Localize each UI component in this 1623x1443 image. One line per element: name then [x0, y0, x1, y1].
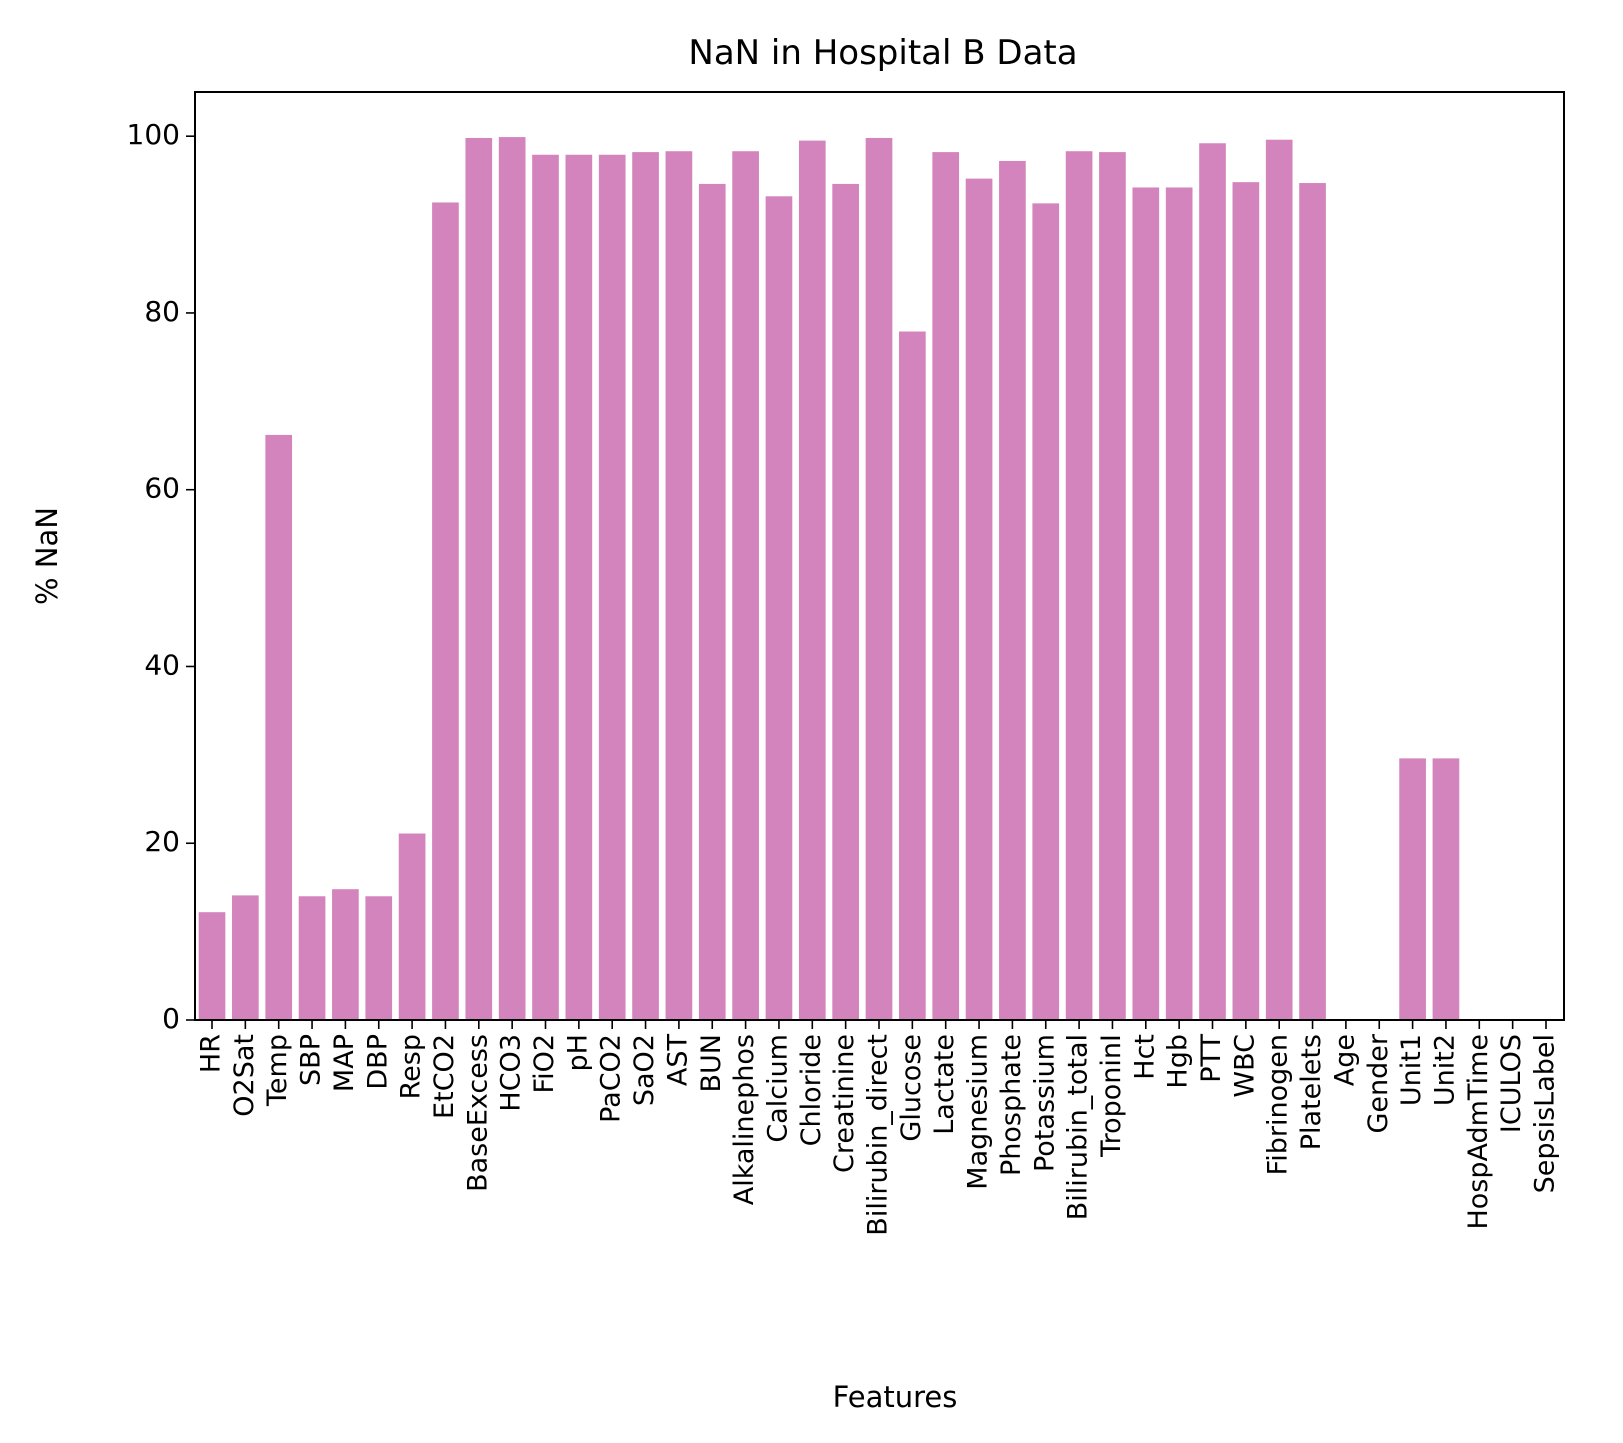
bar-ph — [565, 154, 593, 1020]
x-tick-label: PTT — [1196, 1033, 1227, 1082]
bar-baseexcess — [465, 137, 493, 1020]
chart-title: NaN in Hospital B Data — [688, 33, 1077, 73]
x-tick-label: AST — [662, 1034, 693, 1087]
x-tick-label: Creatinine — [829, 1034, 860, 1173]
x-axis: HR O2Sat Temp SBP MAP DBP Resp EtCO2 BaseExcess H… — [196, 1020, 1561, 1236]
bar-sbp — [298, 896, 326, 1020]
x-tick-label: Gender — [1363, 1033, 1394, 1133]
x-tick-label: PaCO2 — [596, 1034, 627, 1123]
bar-bilirubin_total — [1065, 151, 1093, 1021]
bar-unit1 — [1399, 758, 1426, 1020]
x-tick-label: SepsisLabel — [1530, 1034, 1561, 1193]
x-tick-label: Temp — [262, 1034, 293, 1107]
x-tick-label: Chloride — [796, 1034, 827, 1146]
x-tick-label: Bilirubin_total — [1063, 1034, 1094, 1220]
x-tick-label: HR — [196, 1034, 227, 1073]
bar-calcium — [765, 196, 793, 1020]
bar-map — [332, 889, 359, 1020]
y-tick-label: 40 — [144, 648, 180, 681]
y-tick-label: 100 — [127, 118, 180, 151]
bar-hgb — [1165, 187, 1193, 1021]
x-tick-label: DBP — [362, 1034, 393, 1090]
y-axis-label: % NaN — [30, 507, 64, 605]
bar-etco2 — [432, 202, 459, 1020]
y-axis: 0 20 40 60 80 100 — [127, 118, 195, 1035]
bar-wbc — [1232, 182, 1260, 1021]
x-tick-label: BaseExcess — [462, 1034, 493, 1192]
bar-hr — [198, 912, 226, 1020]
plot-frame — [194, 91, 1565, 1021]
x-tick-label: MAP — [329, 1034, 360, 1092]
y-tick-label: 80 — [144, 295, 180, 328]
bar-glucose — [899, 331, 926, 1020]
bar-unit2 — [1432, 758, 1460, 1020]
x-tick-label: pH — [562, 1034, 593, 1071]
x-tick-label: ICULOS — [1496, 1034, 1527, 1133]
bar-lactate — [932, 152, 960, 1020]
bar-phosphate — [999, 160, 1026, 1021]
x-tick-label: Magnesium — [963, 1034, 994, 1190]
bar-o2sat — [232, 895, 259, 1020]
bar-ptt — [1199, 143, 1226, 1020]
x-tick-label: Calcium — [762, 1034, 793, 1143]
x-tick-label: TroponinI — [1096, 1034, 1127, 1158]
x-tick-label: SBP — [296, 1034, 327, 1086]
bar-resp — [398, 833, 426, 1020]
x-tick-label: O2Sat — [229, 1034, 260, 1117]
bar-creatinine — [832, 183, 859, 1020]
x-tick-label: EtCO2 — [429, 1034, 460, 1119]
y-tick-label: 0 — [162, 1002, 180, 1035]
x-tick-label: SaO2 — [629, 1034, 660, 1106]
x-tick-label: Hgb — [1163, 1034, 1194, 1089]
x-tick-label: Glucose — [896, 1034, 927, 1142]
x-tick-label: WBC — [1229, 1034, 1260, 1098]
bar-magnesium — [965, 178, 993, 1020]
x-tick-label: Unit2 — [1429, 1034, 1460, 1106]
bar-hco3 — [498, 137, 526, 1020]
x-tick-label: Age — [1329, 1034, 1360, 1086]
x-tick-label: Potassium — [1029, 1034, 1060, 1172]
bar-potassium — [1032, 203, 1060, 1021]
x-tick-label: Resp — [396, 1034, 427, 1099]
bar-dbp — [365, 896, 393, 1020]
bar-hct — [1132, 187, 1160, 1021]
x-tick-label: FiO2 — [529, 1034, 560, 1094]
x-tick-label: Bilirubin_direct — [863, 1034, 894, 1236]
bar-bilirubin_direct — [865, 137, 893, 1020]
bar-troponini — [1099, 152, 1126, 1020]
x-tick-label: Phosphate — [996, 1034, 1027, 1176]
y-tick-label: 60 — [144, 472, 180, 505]
bar-fio2 — [532, 154, 559, 1020]
bar-bun — [698, 183, 726, 1020]
bar-ast — [665, 151, 693, 1021]
x-axis-label: Features — [833, 1380, 958, 1414]
x-tick-label: Hct — [1129, 1034, 1160, 1080]
x-tick-label: BUN — [696, 1034, 727, 1092]
bar-sao2 — [632, 152, 659, 1020]
y-tick-label: 20 — [144, 825, 180, 858]
bar-paco2 — [598, 154, 626, 1020]
x-tick-label: HCO3 — [496, 1034, 527, 1112]
x-tick-label: Lactate — [929, 1034, 960, 1135]
bar-fibrinogen — [1265, 139, 1293, 1020]
x-tick-label: Alkalinephos — [729, 1034, 760, 1205]
bar-alkalinephos — [732, 151, 759, 1021]
x-tick-label: HospAdmTime — [1463, 1034, 1494, 1230]
x-tick-label: Unit1 — [1396, 1034, 1427, 1106]
bars-group — [198, 137, 1460, 1021]
bar-platelets — [1299, 183, 1326, 1021]
x-tick-label: Fibrinogen — [1263, 1034, 1294, 1175]
bar-temp — [265, 434, 293, 1020]
bar-chloride — [798, 140, 826, 1021]
x-tick-label: Platelets — [1296, 1034, 1327, 1150]
